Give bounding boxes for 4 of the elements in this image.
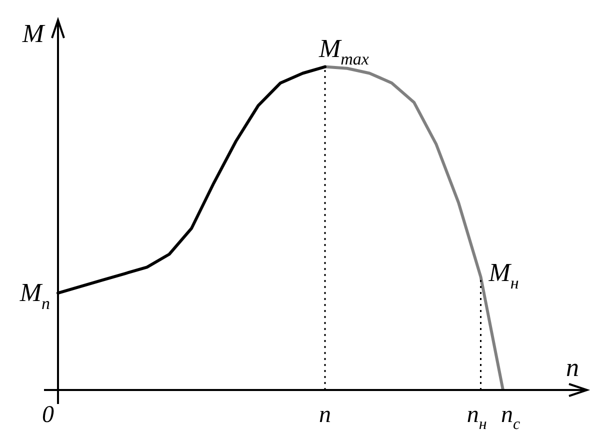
x-tick-label: n (319, 402, 331, 428)
x-axis-title: n (566, 353, 579, 382)
x-tick-label: 0 (42, 402, 54, 428)
y-axis-title: M (21, 19, 46, 48)
